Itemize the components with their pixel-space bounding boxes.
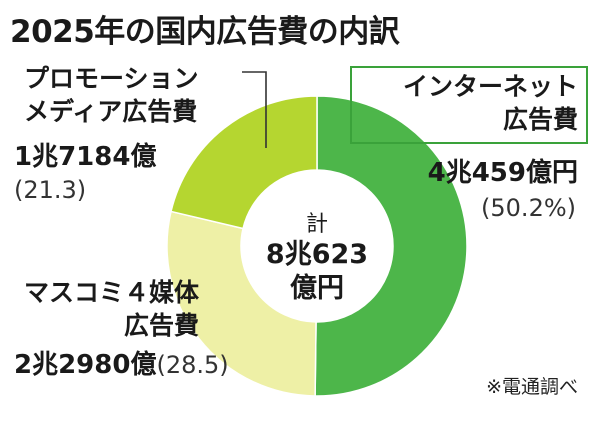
chart-title: 2025年の国内広告費の内訳	[10, 14, 400, 50]
internet-name-line2: 広告費	[502, 105, 578, 134]
promotion-name-line1: プロモーション	[24, 64, 199, 93]
label-promotion-name: プロモーション メディア広告費	[24, 62, 199, 128]
center-total-value: 8兆623	[265, 239, 369, 270]
slice-promotion-media	[170, 95, 318, 230]
slice-mass-media	[166, 210, 317, 397]
internet-label-box	[350, 66, 588, 144]
promotion-name-line2: メディア広告費	[24, 97, 198, 126]
center-total-label: 計	[305, 212, 328, 237]
internet-name-line1: インターネット	[402, 72, 578, 101]
label-mass-media-name: マスコミ４媒体 広告費	[24, 276, 199, 342]
label-internet-name: インターネット 広告費	[403, 70, 578, 136]
mass-media-amount: 2兆2980億	[14, 350, 157, 380]
mass-media-name-line2: 広告費	[124, 311, 200, 340]
mass-media-amount-row: 2兆2980億(28.5)	[14, 348, 229, 382]
center-total-unit: 億円	[290, 273, 344, 304]
promotion-percent: (21.3)	[14, 176, 87, 204]
slice-internet	[314, 95, 468, 397]
internet-amount: 4兆459億円	[427, 158, 578, 188]
source-note: ※電通調べ	[486, 376, 578, 398]
leader-line-promotion	[242, 71, 267, 148]
mass-media-name-line1: マスコミ４媒体	[24, 278, 200, 307]
mass-media-percent: (28.5)	[156, 351, 229, 379]
promotion-amount: 1兆7184億	[14, 142, 157, 172]
internet-percent: (50.2%)	[481, 194, 576, 222]
